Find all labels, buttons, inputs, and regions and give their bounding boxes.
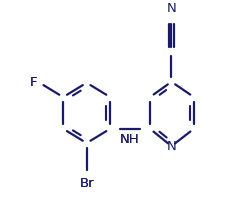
Text: NH: NH xyxy=(119,133,139,146)
Text: Br: Br xyxy=(79,177,93,190)
Text: F: F xyxy=(30,76,38,89)
Text: NH: NH xyxy=(119,133,139,146)
Text: F: F xyxy=(30,76,38,89)
Text: N: N xyxy=(166,2,176,15)
Text: N: N xyxy=(166,140,176,153)
Text: Br: Br xyxy=(79,177,93,190)
